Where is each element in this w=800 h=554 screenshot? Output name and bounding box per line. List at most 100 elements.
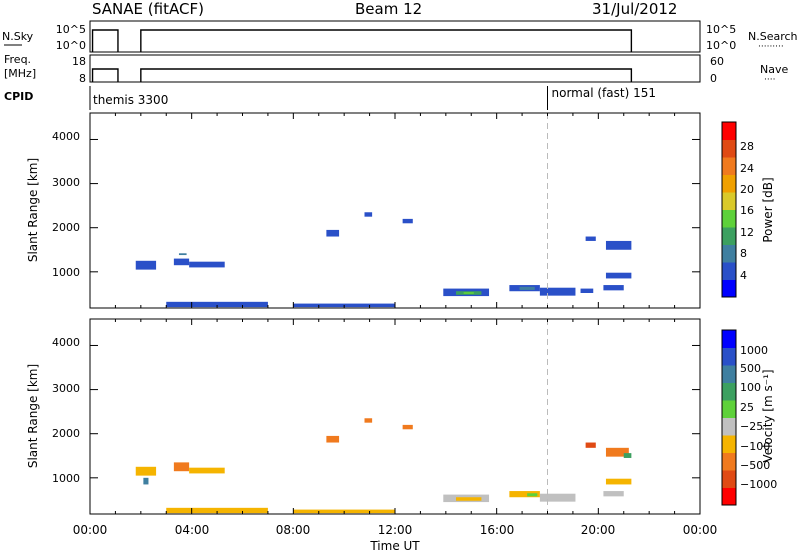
colorbar-swatch-4 <box>722 209 736 228</box>
scatter-patch-2 <box>189 261 225 268</box>
power-cb-label-28: 28 <box>740 140 754 153</box>
p1-ytick-1000: 1000 <box>52 266 80 279</box>
power-cb-label-4: 4 <box>740 269 747 282</box>
colorbar-swatch-5 <box>722 192 736 210</box>
scatter-patch-1 <box>143 477 149 485</box>
nsearch-label: N.Search <box>748 30 798 43</box>
velocity-cb-label-25: 25 <box>740 401 754 414</box>
scatter-patch-16 <box>605 272 632 279</box>
scatter-patch-6 <box>402 424 413 430</box>
nsky-tick-bottom: 10^0 <box>56 39 86 52</box>
scatter-patch-11 <box>539 493 576 502</box>
xtick-0000: 00:00 <box>73 523 108 537</box>
velocity-cb-label-minus1000: −1000 <box>740 478 777 491</box>
scatter-patch-9 <box>463 292 474 294</box>
velocity-cb-title: Velocity [m s⁻¹] <box>761 369 775 462</box>
colorbar-frame <box>721 329 737 506</box>
scatter-patch-13 <box>580 288 594 293</box>
colorbar-swatch-8 <box>722 139 736 158</box>
scatter-patch-18 <box>166 301 268 308</box>
nsky-strip: N.Sky 10^5 10^0 10^5 10^0 N.Search ·····… <box>2 20 798 53</box>
xtick-1200: 12:00 <box>378 523 413 537</box>
freq-label-1: Freq. <box>4 53 31 66</box>
power-cb-label-24: 24 <box>740 162 754 175</box>
scatter-patch-8 <box>456 497 482 501</box>
colorbar-swatch-5 <box>722 400 736 418</box>
colorbar-swatch-2 <box>722 244 736 263</box>
colorbar-swatch-0 <box>722 487 736 506</box>
freq-tick-top: 18 <box>72 55 86 68</box>
colorbar-swatch-9 <box>722 122 736 140</box>
scatter-patch-3 <box>178 253 187 256</box>
scatter-patch-17 <box>166 507 268 514</box>
velocity-cb-label-100: 100 <box>740 381 761 394</box>
velocity-cb-label-minus500: −500 <box>740 459 770 472</box>
scatter-patch-14 <box>585 236 596 241</box>
colorbar-swatch-1 <box>722 262 736 280</box>
scatter-patch-4 <box>326 435 340 443</box>
colorbar-swatch-6 <box>722 382 736 401</box>
scatter-patch-11 <box>519 286 535 290</box>
p2-ytick-3000: 3000 <box>52 382 80 395</box>
date-title: 31/Jul/2012 <box>592 0 677 18</box>
scatter-patch-15 <box>605 478 632 485</box>
scatter-patch-1 <box>173 258 190 266</box>
power-cb-title: Power [dB] <box>761 177 775 242</box>
nsky-trace-segment-1 <box>140 29 633 52</box>
colorbar-swatch-7 <box>722 157 736 175</box>
xaxis-label: Time UT <box>369 539 420 553</box>
beam-title: Beam 12 <box>355 0 422 18</box>
scatter-patch-0 <box>135 260 157 270</box>
velocity-panel: Slant Range [km] 4000 3000 2000 1000 100… <box>26 318 777 515</box>
cpid-strip: CPID themis 3300 normal (fast) 151 <box>4 86 656 110</box>
nave-key: ···· <box>764 75 775 85</box>
power-cb-label-8: 8 <box>740 247 747 260</box>
freq-trace-segment-0 <box>91 68 119 82</box>
cpid-program-1: themis 3300 <box>93 93 168 107</box>
p1-ytick-4000: 4000 <box>52 130 80 143</box>
xtick-2400: 00:00 <box>683 523 718 537</box>
scatter-patch-15 <box>605 240 632 250</box>
cpid-program-2: normal (fast) 151 <box>552 86 656 100</box>
xtick-0800: 08:00 <box>276 523 311 537</box>
p2-ytick-4000: 4000 <box>52 336 80 349</box>
colorbar-swatch-0 <box>722 279 736 298</box>
scatter-patch-13 <box>605 447 629 457</box>
scatter-patch-2 <box>173 462 190 472</box>
colorbar-swatch-8 <box>722 347 736 366</box>
velocity-cb-label-500: 500 <box>740 362 761 375</box>
scatter-patch-5 <box>364 418 373 423</box>
colorbar-swatch-4 <box>722 417 736 436</box>
p2-ytick-2000: 2000 <box>52 427 80 440</box>
nsearch-key: ········· <box>758 42 784 52</box>
scatter-patch-0 <box>135 466 157 476</box>
nave-label: Nave <box>760 63 788 76</box>
colorbar-swatch-7 <box>722 365 736 383</box>
scatter-patch-17 <box>603 285 624 291</box>
freq-trace-segment-1 <box>140 68 633 82</box>
nsky-trace-segment-0 <box>91 29 119 52</box>
freq-strip: Freq. [MHz] 18 8 60 0 Nave ···· <box>4 53 788 85</box>
velocity-ylabel: Slant Range [km] <box>26 364 40 468</box>
colorbar-swatch-6 <box>722 174 736 193</box>
nave-tick-bottom: 0 <box>710 72 717 85</box>
colorbar-swatch-2 <box>722 452 736 471</box>
nsearch-tick-top: 10^5 <box>706 23 736 36</box>
power-ylabel: Slant Range [km] <box>26 158 40 262</box>
p1-ytick-3000: 3000 <box>52 176 80 189</box>
power-cb-label-12: 12 <box>740 226 754 239</box>
nsky-label: N.Sky <box>2 30 34 43</box>
power-cb-label-20: 20 <box>740 183 754 196</box>
station-title: SANAE (fitACF) <box>92 0 204 18</box>
scatter-patch-6 <box>402 218 413 224</box>
p2-ytick-1000: 1000 <box>52 472 80 485</box>
scatter-patch-14 <box>623 453 632 458</box>
scatter-patch-5 <box>364 212 373 217</box>
scatter-patch-12 <box>539 287 576 296</box>
freq-tick-bottom: 8 <box>79 72 86 85</box>
nsky-tick-top: 10^5 <box>56 23 86 36</box>
scatter-patch-10 <box>527 493 538 497</box>
velocity-cb-label-minus25: −25 <box>740 420 763 433</box>
power-cb-label-16: 16 <box>740 204 754 217</box>
